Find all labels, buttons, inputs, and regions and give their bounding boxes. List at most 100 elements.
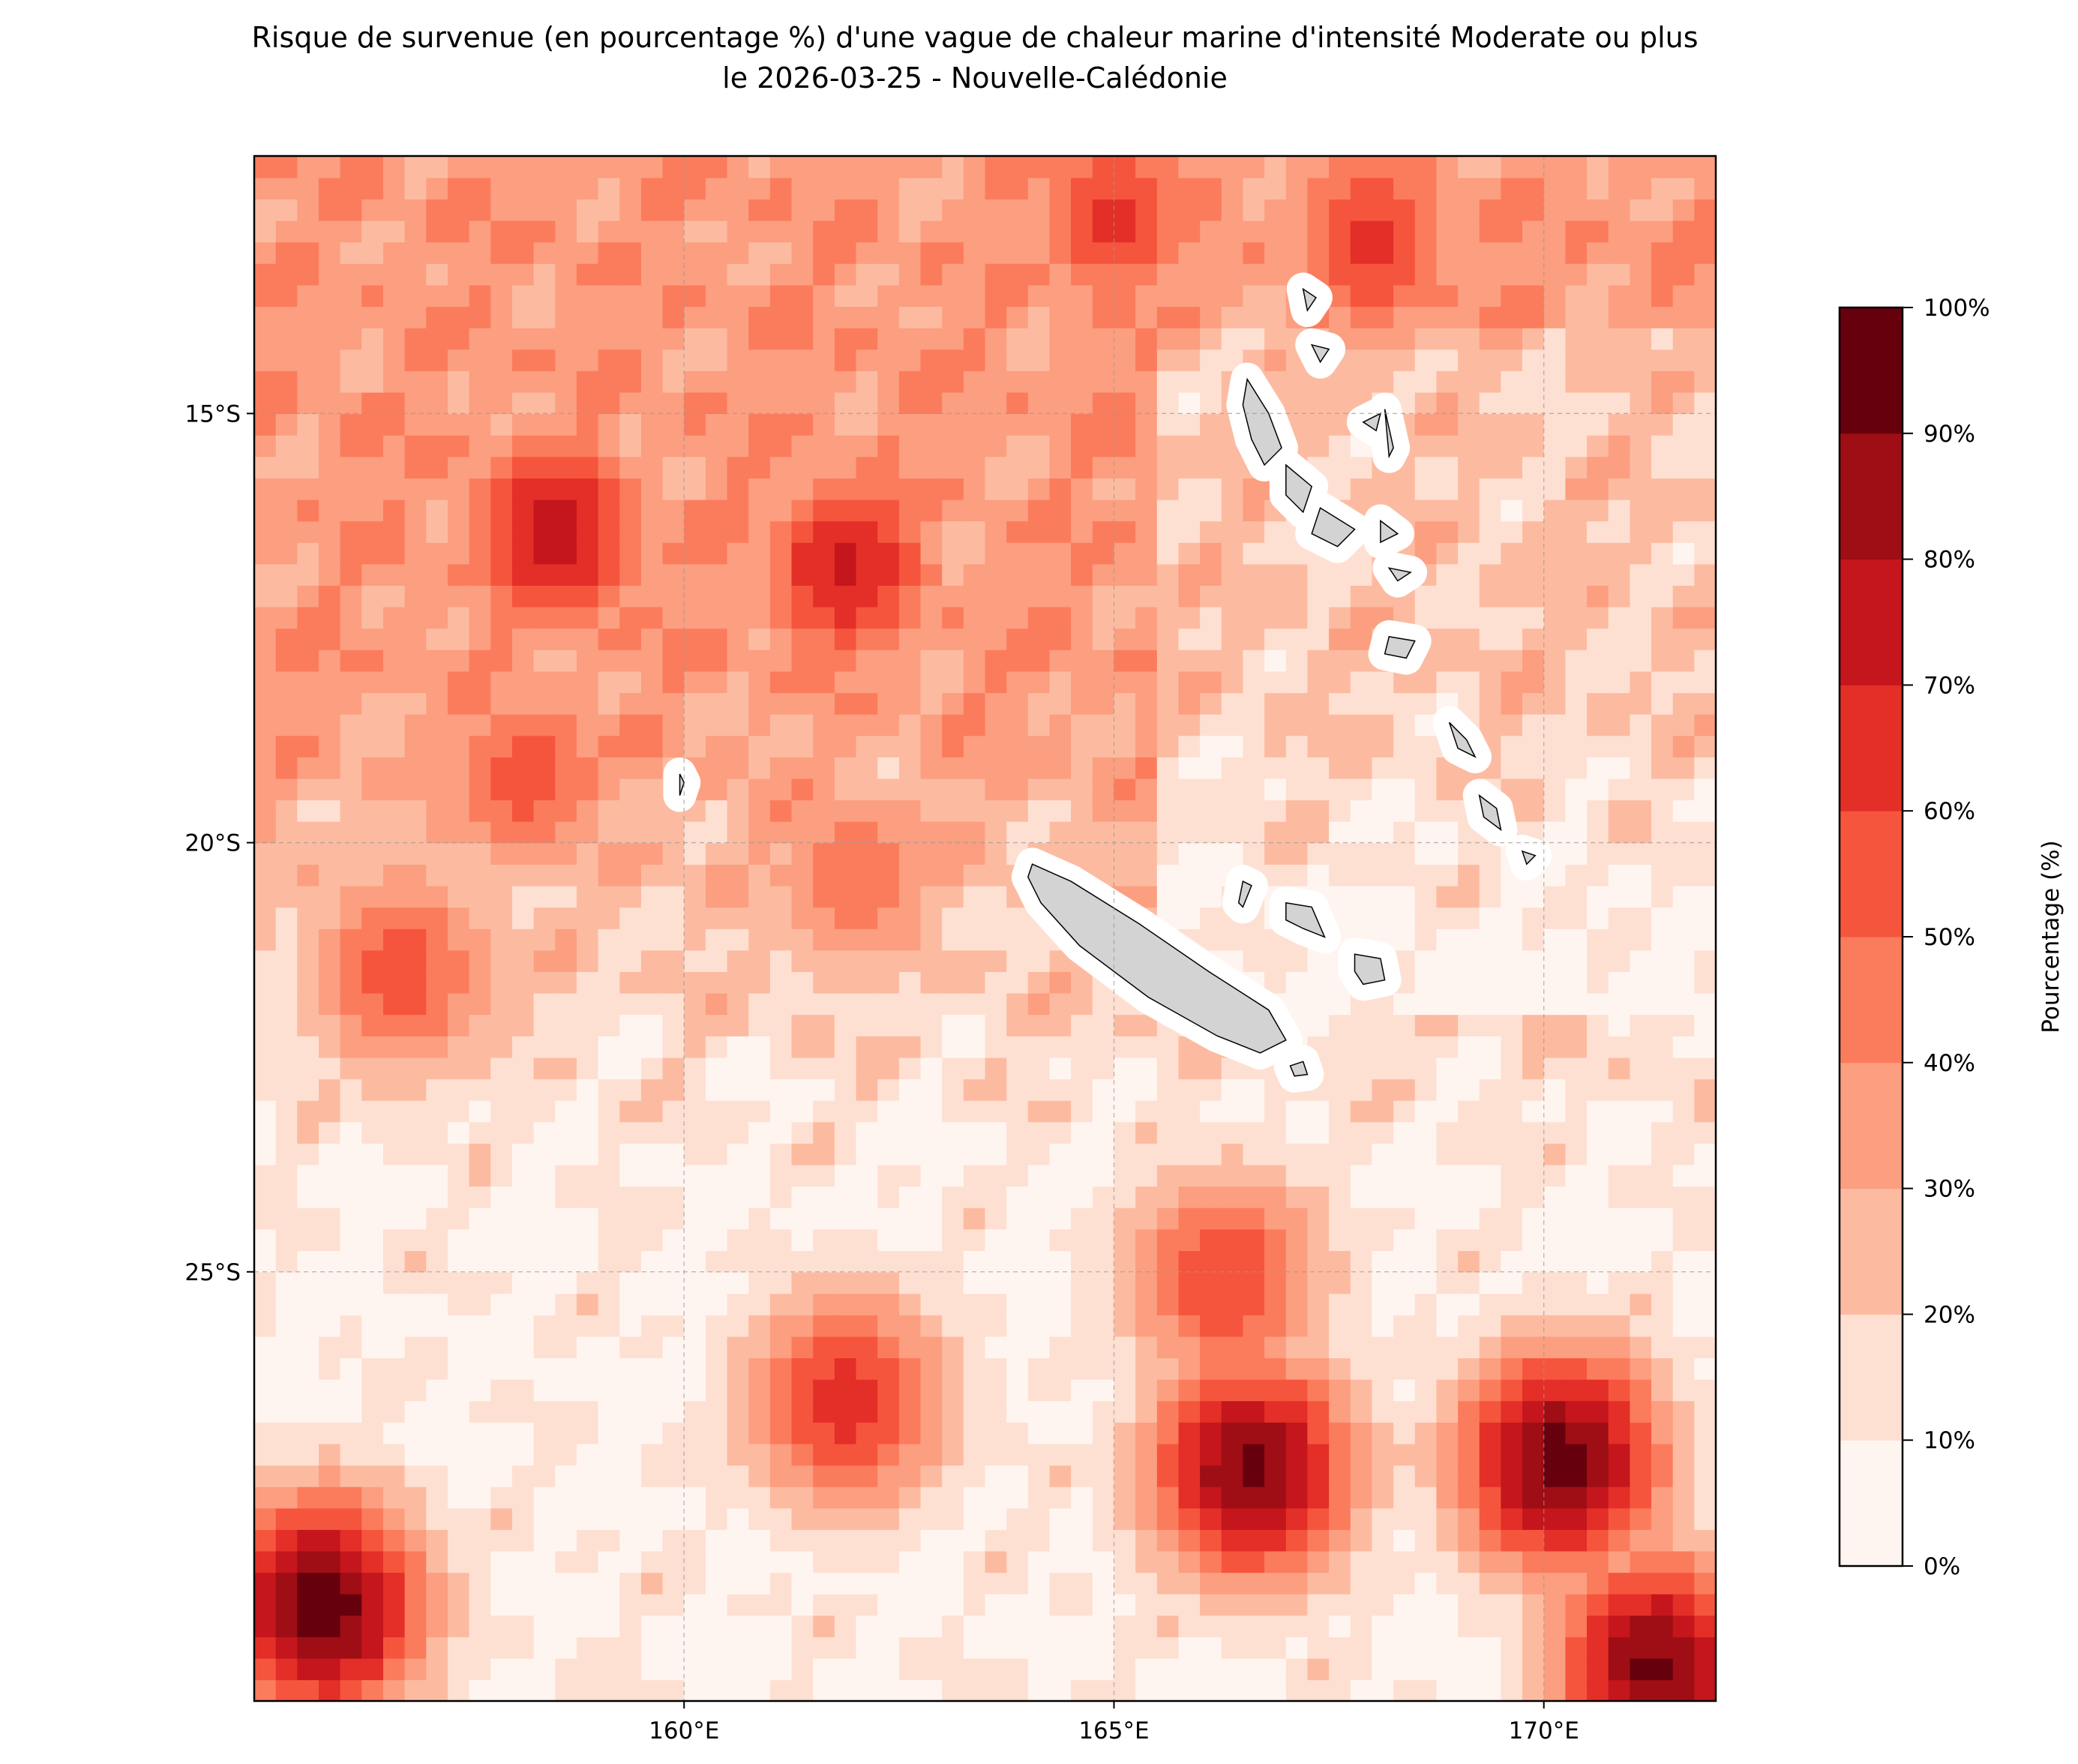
heatmap-cell [297, 1508, 319, 1530]
heatmap-cell [705, 1378, 728, 1402]
heatmap-cell [834, 520, 857, 543]
heatmap-cell [791, 1014, 814, 1036]
heatmap-cell [662, 434, 685, 458]
heatmap-cell [1587, 1336, 1609, 1358]
heatmap-cell [684, 820, 706, 844]
heatmap-cell [748, 628, 771, 650]
heatmap-cell [511, 907, 535, 929]
heatmap-cell [297, 563, 319, 586]
heatmap-cell [748, 413, 771, 436]
heatmap-cell [511, 520, 535, 543]
heatmap-cell [1027, 199, 1051, 221]
heatmap-cell [1522, 563, 1545, 586]
heatmap-cell [769, 1164, 793, 1187]
heatmap-cell [1393, 1529, 1416, 1552]
heatmap-cell [985, 907, 1007, 929]
heatmap-cell [985, 306, 1007, 328]
heatmap-cell [1092, 713, 1115, 736]
heatmap-cell [598, 692, 621, 715]
heatmap-cell [490, 713, 513, 736]
heatmap-cell [1200, 820, 1222, 844]
heatmap-cell [684, 606, 706, 629]
heatmap-cell [877, 1615, 900, 1637]
heatmap-cell [275, 757, 298, 779]
heatmap-cell [877, 370, 900, 393]
heatmap-cell [469, 327, 492, 350]
heatmap-cell [598, 1400, 621, 1423]
heatmap-cell [1672, 1679, 1696, 1702]
heatmap-cell [1630, 349, 1652, 371]
heatmap-cell [404, 606, 427, 629]
heatmap-cell [275, 1121, 298, 1144]
heatmap-cell [769, 800, 793, 822]
heatmap-cell [1135, 1400, 1158, 1423]
heatmap-cell [511, 1443, 535, 1466]
heatmap-cell [1049, 1443, 1072, 1466]
heatmap-cell [705, 392, 728, 415]
heatmap-cell [684, 1036, 706, 1058]
heatmap-cell [1694, 1400, 1717, 1423]
heatmap-cell [727, 220, 750, 243]
heatmap-cell [813, 1486, 835, 1509]
heatmap-cell [1049, 1593, 1072, 1616]
heatmap-cell [1285, 1400, 1309, 1423]
heatmap-cell [1156, 177, 1180, 200]
heatmap-cell [942, 1014, 964, 1036]
heatmap-cell [319, 1636, 341, 1659]
heatmap-cell [448, 1636, 470, 1659]
heatmap-cell [254, 1508, 277, 1530]
heatmap-cell [1027, 1336, 1051, 1358]
heatmap-cell [1372, 1400, 1394, 1423]
heatmap-cell [856, 1465, 878, 1487]
heatmap-cell [1178, 907, 1201, 929]
heatmap-cell [361, 542, 384, 565]
heatmap-cell [469, 585, 492, 608]
heatmap-cell [1071, 306, 1093, 328]
heatmap-cell [511, 1636, 535, 1659]
heatmap-cell [1694, 1100, 1717, 1123]
heatmap-cell [813, 971, 835, 994]
heatmap-cell [942, 434, 964, 458]
heatmap-cell [1393, 1250, 1416, 1273]
heatmap-cell [1565, 778, 1588, 801]
heatmap-cell [1565, 1228, 1588, 1251]
heatmap-cell [1285, 1422, 1309, 1444]
heatmap-cell [469, 1207, 492, 1230]
heatmap-cell [813, 1271, 835, 1294]
heatmap-cell [769, 242, 793, 264]
heatmap-cell [748, 992, 771, 1016]
heatmap-cell [877, 392, 900, 415]
heatmap-cell [963, 1271, 986, 1294]
heatmap-cell [1414, 478, 1438, 500]
heatmap-cell [1092, 670, 1115, 694]
heatmap-cell [1694, 392, 1717, 415]
heatmap-cell [1221, 928, 1244, 951]
heatmap-cell [963, 1658, 986, 1681]
heatmap-cell [1630, 1378, 1652, 1402]
heatmap-cell [448, 1186, 470, 1208]
heatmap-cell [275, 1057, 298, 1080]
heatmap-cell [813, 1121, 835, 1144]
colorbar-tick-label: 10% [1924, 1427, 1975, 1454]
heatmap-cell [1329, 670, 1351, 694]
heatmap-cell [1393, 1057, 1416, 1080]
heatmap-cell [576, 735, 599, 758]
heatmap-cell [705, 735, 728, 758]
heatmap-cell [834, 928, 857, 951]
heatmap-cell [1458, 650, 1480, 672]
heatmap-cell [1651, 1358, 1674, 1380]
heatmap-cell [898, 628, 922, 650]
heatmap-cell [555, 456, 577, 478]
heatmap-cell [640, 713, 664, 736]
heatmap-cell [963, 1250, 986, 1273]
heatmap-cell [1264, 563, 1287, 586]
heatmap-cell [898, 1207, 922, 1230]
heatmap-cell [1049, 1036, 1072, 1058]
heatmap-cell [533, 263, 556, 286]
heatmap-cell [1436, 606, 1459, 629]
heatmap-cell [1393, 1465, 1416, 1487]
heatmap-cell [1135, 413, 1158, 436]
heatmap-cell [1307, 1465, 1330, 1487]
heatmap-cell [1264, 1186, 1287, 1208]
heatmap-cell [1178, 800, 1201, 822]
